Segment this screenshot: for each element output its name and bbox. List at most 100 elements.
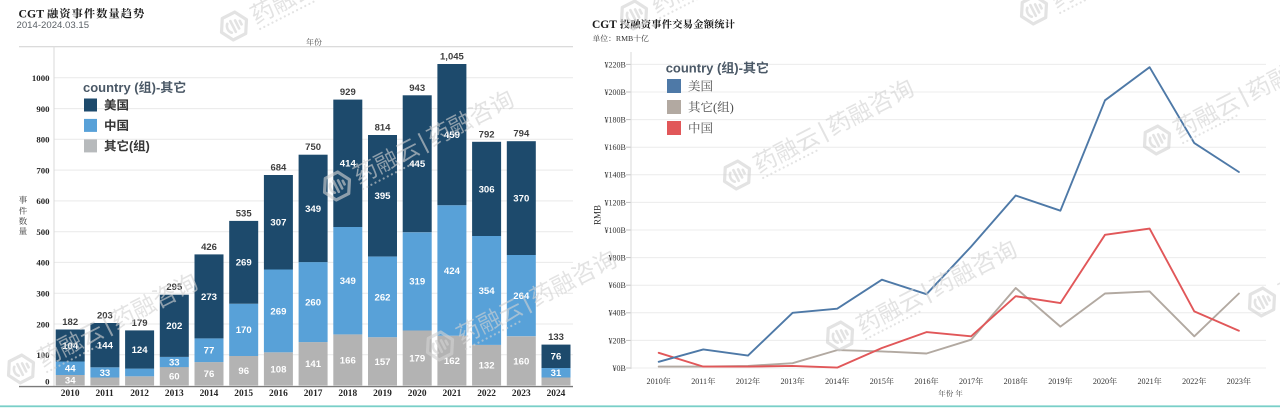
svg-text:2014: 2014	[825, 377, 841, 386]
svg-text:179: 179	[132, 318, 148, 329]
svg-text:273: 273	[201, 292, 217, 303]
svg-text:¥160B: ¥160B	[604, 143, 625, 152]
svg-text:108: 108	[270, 364, 287, 375]
svg-text:34: 34	[65, 376, 76, 387]
svg-text:2020: 2020	[1093, 377, 1109, 386]
svg-text:¥40B: ¥40B	[608, 309, 625, 318]
svg-text:166: 166	[340, 355, 356, 366]
svg-text:CGT: CGT	[592, 19, 617, 31]
svg-text:319: 319	[409, 277, 425, 288]
svg-text:2016: 2016	[269, 389, 288, 399]
svg-text:2017: 2017	[959, 377, 975, 386]
svg-text:2012: 2012	[130, 389, 149, 399]
svg-text:2016: 2016	[914, 377, 930, 386]
svg-text:300: 300	[36, 288, 50, 298]
svg-text:900: 900	[36, 104, 50, 114]
svg-text:133: 133	[548, 332, 564, 343]
svg-text:132: 132	[479, 361, 495, 372]
svg-text:2019: 2019	[373, 389, 392, 399]
svg-text:2015: 2015	[870, 377, 886, 386]
svg-text:2012: 2012	[736, 377, 752, 386]
svg-text:459: 459	[444, 130, 460, 141]
svg-text:144: 144	[97, 341, 114, 352]
svg-text:500: 500	[36, 227, 50, 237]
svg-text:¥60B: ¥60B	[608, 281, 625, 290]
svg-text:1000: 1000	[32, 73, 50, 83]
svg-text:700: 700	[36, 165, 50, 175]
svg-text:750: 750	[305, 142, 321, 153]
svg-text:2010: 2010	[647, 377, 663, 386]
svg-text:124: 124	[132, 345, 149, 356]
svg-text:400: 400	[36, 258, 50, 268]
svg-text:2021: 2021	[443, 389, 462, 399]
svg-text:943: 943	[409, 83, 425, 94]
svg-text:¥0B: ¥0B	[612, 364, 625, 373]
svg-text:1,045: 1,045	[440, 51, 464, 62]
svg-text:2011: 2011	[96, 389, 115, 399]
svg-text:2023: 2023	[512, 389, 531, 399]
svg-text:77: 77	[204, 346, 215, 357]
svg-text:354: 354	[479, 286, 496, 297]
svg-text:44: 44	[65, 364, 76, 375]
svg-text:(: (	[713, 101, 717, 115]
svg-text:¥20B: ¥20B	[608, 336, 625, 345]
svg-text:(: (	[129, 139, 134, 153]
svg-text:¥200B: ¥200B	[604, 88, 625, 97]
svg-text:RMB: RMB	[593, 205, 603, 225]
svg-text:): )	[146, 139, 150, 153]
svg-text:2023: 2023	[1227, 377, 1243, 386]
svg-text:¥220B: ¥220B	[604, 60, 625, 69]
svg-text:2018: 2018	[338, 389, 357, 399]
svg-text:2010: 2010	[61, 389, 80, 399]
svg-text:60: 60	[169, 372, 180, 383]
svg-text:262: 262	[374, 292, 390, 303]
svg-text:100: 100	[36, 350, 50, 360]
svg-text:¥140B: ¥140B	[604, 171, 625, 180]
svg-text:792: 792	[479, 129, 495, 140]
svg-text:203: 203	[97, 311, 113, 322]
svg-text:306: 306	[479, 184, 495, 195]
svg-text:31: 31	[551, 368, 562, 379]
svg-text:2013: 2013	[780, 377, 796, 386]
svg-text:814: 814	[375, 123, 392, 134]
svg-text:202: 202	[166, 321, 182, 332]
svg-text:): )	[730, 101, 734, 115]
svg-text:¥180B: ¥180B	[604, 116, 625, 125]
svg-text:794: 794	[513, 129, 530, 140]
svg-text:2021: 2021	[1137, 377, 1153, 386]
svg-text:76: 76	[204, 369, 215, 380]
svg-text:¥80B: ¥80B	[608, 254, 625, 263]
svg-text:269: 269	[270, 306, 286, 317]
svg-text:426: 426	[201, 242, 217, 253]
svg-text:307: 307	[270, 218, 286, 229]
svg-text:445: 445	[409, 159, 426, 170]
svg-text:200: 200	[36, 319, 50, 329]
svg-text:2020: 2020	[408, 389, 427, 399]
svg-text:424: 424	[444, 266, 461, 277]
svg-text:414: 414	[340, 159, 357, 170]
svg-text:2022: 2022	[477, 389, 496, 399]
svg-text:182: 182	[62, 317, 78, 328]
svg-text:295: 295	[166, 282, 183, 293]
svg-text:¥120B: ¥120B	[604, 198, 625, 207]
svg-text:370: 370	[513, 194, 529, 205]
svg-text:535: 535	[236, 208, 253, 219]
svg-text:157: 157	[374, 357, 390, 368]
svg-text:33: 33	[169, 357, 180, 368]
svg-text:country (: country (	[666, 61, 722, 76]
svg-text:)-: )-	[152, 80, 161, 95]
svg-text:2019: 2019	[1048, 377, 1064, 386]
svg-text:179: 179	[409, 353, 425, 364]
svg-text:2018: 2018	[1004, 377, 1020, 386]
svg-text:684: 684	[270, 163, 287, 174]
svg-text:0: 0	[45, 376, 50, 386]
svg-text:349: 349	[340, 276, 356, 287]
svg-text:600: 600	[36, 196, 50, 206]
svg-text:)-: )-	[734, 61, 743, 76]
svg-text:2013: 2013	[165, 389, 184, 399]
svg-text:RMB: RMB	[616, 34, 633, 43]
svg-text:76: 76	[551, 352, 562, 363]
svg-text:2014-2024.03.15: 2014-2024.03.15	[17, 20, 90, 31]
svg-text:33: 33	[100, 368, 111, 379]
svg-text:395: 395	[374, 191, 391, 202]
